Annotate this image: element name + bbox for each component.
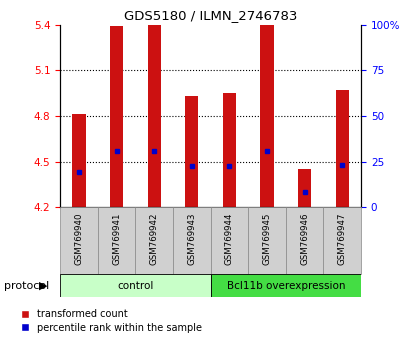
Legend: transformed count, percentile rank within the sample: transformed count, percentile rank withi… <box>22 309 202 333</box>
Bar <box>173 207 210 274</box>
Text: GSM769947: GSM769947 <box>338 212 347 265</box>
Bar <box>211 207 248 274</box>
Text: Bcl11b overexpression: Bcl11b overexpression <box>227 281 345 291</box>
Bar <box>60 274 211 297</box>
Bar <box>60 207 98 274</box>
Bar <box>323 207 361 274</box>
Bar <box>261 25 273 207</box>
Bar <box>110 26 123 207</box>
Bar <box>286 207 323 274</box>
Bar <box>98 207 135 274</box>
Text: GSM769943: GSM769943 <box>187 212 196 265</box>
Text: GSM769946: GSM769946 <box>300 212 309 265</box>
Bar <box>148 25 161 207</box>
Bar <box>336 90 349 207</box>
Text: ▶: ▶ <box>39 281 48 291</box>
Text: protocol: protocol <box>4 281 49 291</box>
Bar <box>223 93 236 207</box>
Text: GSM769940: GSM769940 <box>74 212 83 265</box>
Bar <box>248 207 286 274</box>
Text: GSM769942: GSM769942 <box>150 212 159 265</box>
Bar <box>135 207 173 274</box>
Title: GDS5180 / ILMN_2746783: GDS5180 / ILMN_2746783 <box>124 9 297 22</box>
Bar <box>72 114 85 207</box>
Text: control: control <box>117 281 154 291</box>
Text: GSM769944: GSM769944 <box>225 212 234 265</box>
Bar <box>211 274 361 297</box>
Text: GSM769941: GSM769941 <box>112 212 121 265</box>
Bar <box>298 169 311 207</box>
Bar <box>185 96 198 207</box>
Text: GSM769945: GSM769945 <box>263 212 271 265</box>
